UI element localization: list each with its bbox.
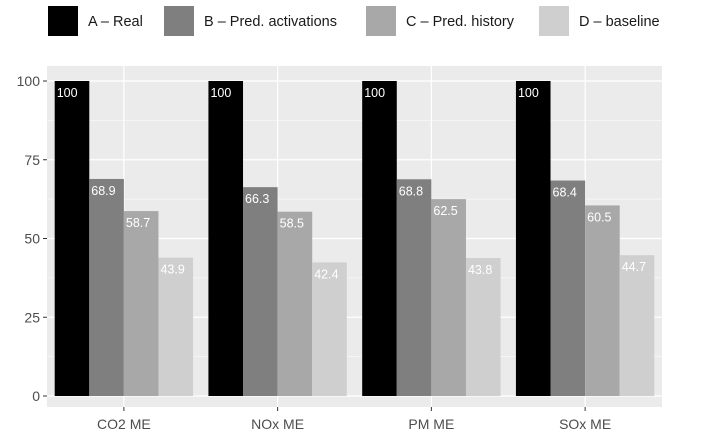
y-tick-label: 50 [24,231,40,247]
bar-value-label: 66.3 [245,192,269,206]
x-tick-label: CO2 ME [97,416,151,432]
bar [54,81,90,396]
bar [362,81,397,396]
bar-value-label: 68.4 [553,186,577,200]
bar-value-label: 43.9 [160,263,184,277]
legend-key [366,6,396,36]
bar-value-label: 58.7 [126,216,150,230]
bar-value-label: 100 [364,86,385,100]
legend-label: C – Pred. history [406,14,515,30]
y-tick-label: 75 [24,152,40,168]
bar-value-label: 58.5 [280,217,304,231]
bar [619,255,655,396]
legend-key [539,6,569,36]
bar-value-label: 100 [57,86,78,100]
legend-key [164,6,194,36]
x-tick-label: SOx ME [559,416,611,432]
bar [396,179,432,396]
bar [158,257,194,396]
bar-value-label: 68.8 [399,184,423,198]
y-tick-label: 100 [17,73,41,89]
bar-value-label: 100 [518,86,539,100]
bar [465,258,501,396]
x-tick-label: NOx ME [251,416,304,432]
bars [54,81,655,396]
bar [585,205,620,396]
bar [277,211,313,396]
legend-key [48,6,78,36]
bar [312,262,347,396]
bar-value-label: 68.9 [91,184,115,198]
bar [515,81,551,396]
bar-value-label: 60.5 [587,210,611,224]
bar-labels: 100 68.9 58.7 43.9 100 66.3 58.5 42.4 100 68.8 62.… [57,86,646,281]
bar-value-label: 42.4 [314,267,338,281]
legend-label: D – baseline [579,14,660,30]
y-tick-label: 0 [32,388,40,404]
x-tick-label: PM ME [408,416,454,432]
bar-value-label: 100 [210,86,231,100]
bar [89,178,124,396]
x-axis: CO2 ME NOx ME PM ME SOx ME [97,407,611,432]
y-tick-label: 25 [24,309,40,325]
bar [431,199,466,396]
y-axis: 0 25 50 75 100 [17,73,47,404]
bar-value-label: 43.8 [468,263,492,277]
bar-value-label: 62.5 [433,204,457,218]
bar-value-label: 44.7 [622,260,646,274]
bar [208,81,244,396]
bar [243,187,278,396]
bar [123,211,159,396]
bar [550,180,586,396]
legend-label: B – Pred. activations [204,14,337,30]
legend: A – Real B – Pred. activations C – Pred. h… [48,6,660,36]
legend-label: A – Real [88,14,143,30]
